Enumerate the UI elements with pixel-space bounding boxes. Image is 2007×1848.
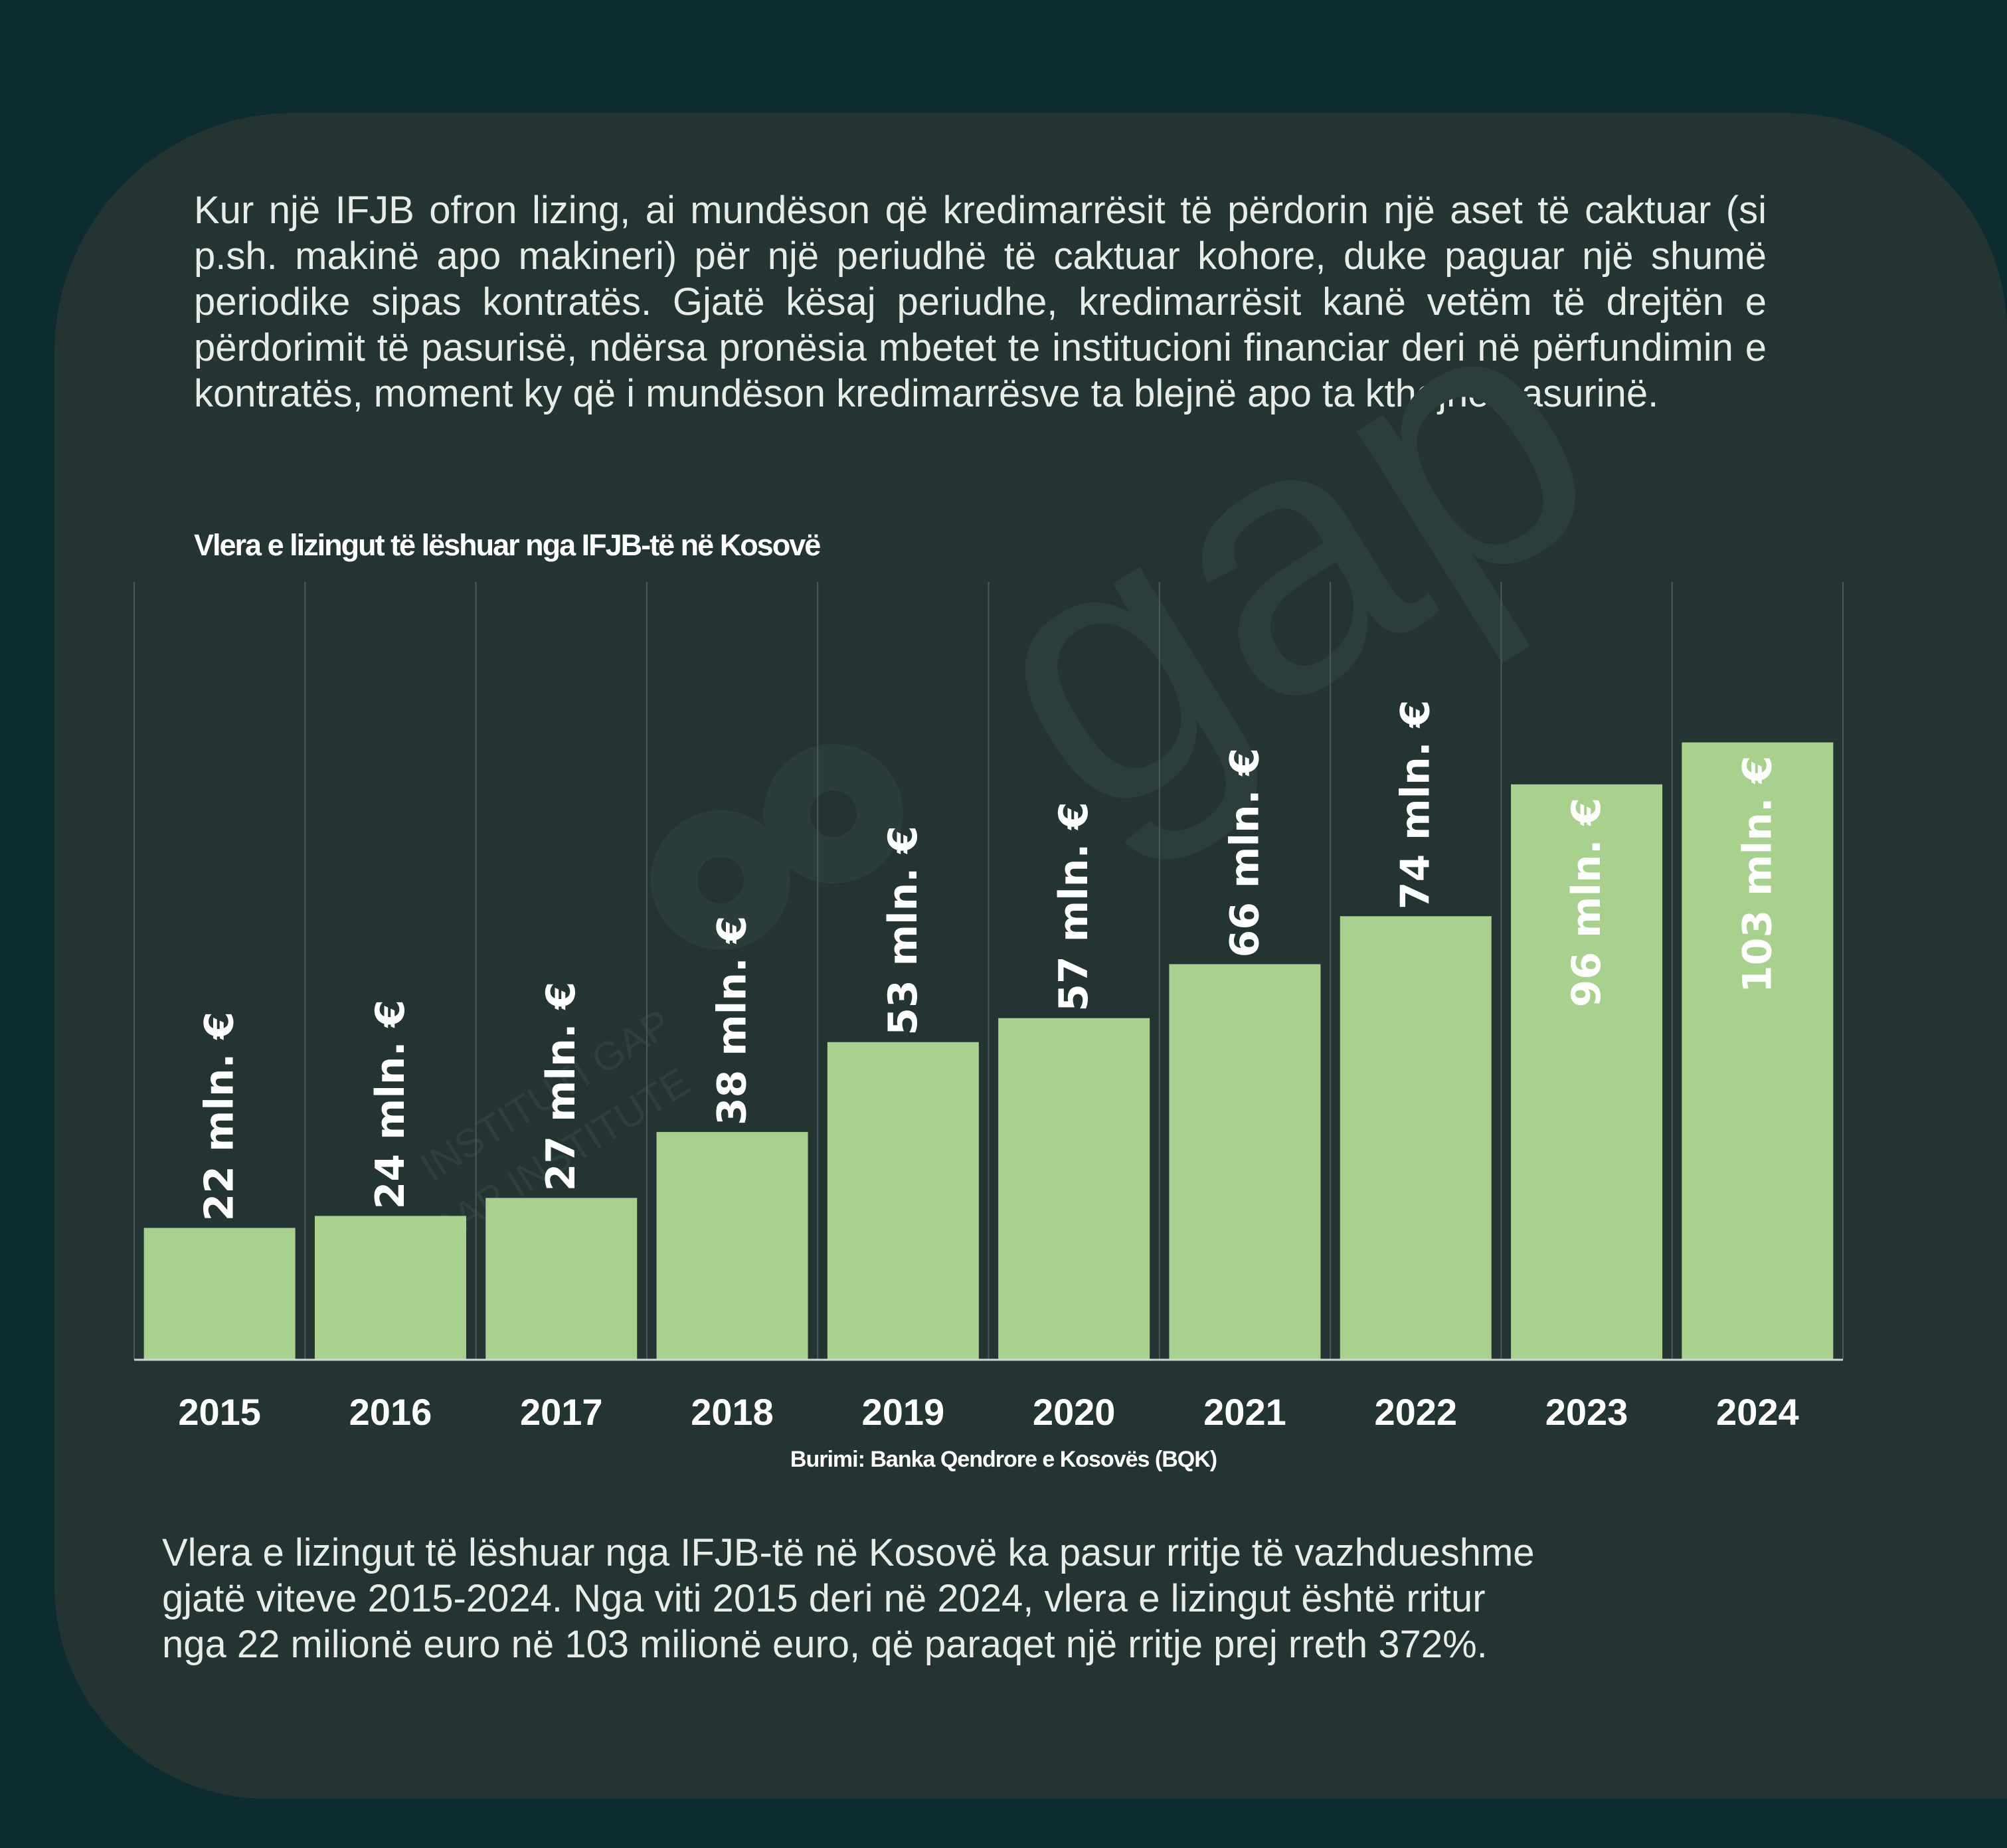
value-label-2021: 66 mln. € [1221, 748, 1268, 958]
intro-paragraph: Kur një IFJB ofron lizing, ai mundëson q… [194, 189, 1767, 415]
x-tick-2020: 2020 [1033, 1391, 1116, 1433]
x-tick-2019: 2019 [862, 1391, 945, 1433]
value-label-2016: 24 mln. € [367, 1000, 414, 1210]
value-label-2017: 27 mln. € [538, 982, 584, 1192]
bar-2015 [143, 1228, 296, 1360]
chart-source: Burimi: Banka Qendrore e Kosovës (BQK) [790, 1447, 1217, 1472]
bar-2023 [1511, 784, 1663, 1360]
chart-title: Vlera e lizingut të lëshuar nga IFJB-të … [194, 528, 821, 562]
value-label-2023: 96 mln. € [1563, 798, 1610, 1008]
value-label-2020: 57 mln. € [1051, 802, 1097, 1012]
bar-2019 [827, 1042, 979, 1360]
bar-2017 [485, 1198, 638, 1360]
bar-2021 [1169, 964, 1321, 1360]
value-label-2024: 103 mln. € [1734, 756, 1781, 993]
summary-paragraph: Vlera e lizingut të lëshuar nga IFJB-të … [162, 1531, 1535, 1666]
x-tick-2023: 2023 [1545, 1391, 1628, 1433]
content-panel [54, 113, 2007, 1799]
value-label-2015: 22 mln. € [197, 1012, 243, 1222]
x-tick-2021: 2021 [1203, 1391, 1286, 1433]
x-tick-2017: 2017 [520, 1391, 603, 1433]
value-label-2022: 74 mln. € [1393, 700, 1439, 910]
x-tick-2024: 2024 [1716, 1391, 1799, 1433]
grid-layer [133, 582, 1844, 1360]
x-tick-2018: 2018 [691, 1391, 774, 1433]
value-label-2018: 38 mln. € [709, 915, 756, 1125]
x-tick-layer: 2015 2016 2017 2018 2019 2020 2021 2022 2023 2024 [178, 1391, 1798, 1433]
value-label-layer: 22 mln. € 24 mln. € 27 mln. € 38 mln. € 53 m… [197, 700, 1781, 1222]
x-tick-2022: 2022 [1374, 1391, 1457, 1433]
bar-2022 [1340, 916, 1492, 1360]
bar-2018 [656, 1132, 808, 1360]
x-tick-2016: 2016 [349, 1391, 432, 1433]
bar-2020 [998, 1018, 1150, 1360]
bar-2024 [1682, 742, 1834, 1360]
bar-layer [143, 742, 1834, 1360]
value-label-2019: 53 mln. € [880, 826, 926, 1036]
x-tick-2015: 2015 [178, 1391, 261, 1433]
bar-2016 [314, 1216, 466, 1360]
